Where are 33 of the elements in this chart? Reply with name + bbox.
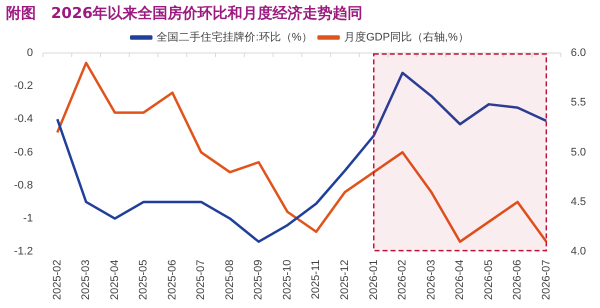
y-tick-label: -0.4 xyxy=(14,113,33,126)
x-tick-label: 2026-04 xyxy=(454,260,466,300)
x-tick-label: 2025-07 xyxy=(195,260,208,300)
y-tick-label: -1.2 xyxy=(14,246,33,258)
x-tick-label: 2025-06 xyxy=(166,260,178,300)
y-tick-label: -1 xyxy=(23,212,33,225)
x-tick-label: 2025-04 xyxy=(108,260,121,300)
x-tick-label: 2025-11 xyxy=(310,260,322,300)
y-tick-label: -0.2 xyxy=(14,80,33,92)
x-tick-label: 2026-07 xyxy=(540,260,552,300)
y-tick-label: -0.8 xyxy=(14,179,33,192)
x-tick-label: 2025-08 xyxy=(224,260,236,300)
x-tick-label: 2025-02 xyxy=(51,260,64,300)
x-tick-label: 2025-05 xyxy=(138,260,150,300)
x-tick-label: 2025-12 xyxy=(339,260,352,300)
legend-label: 月度GDP同比（右轴,%） xyxy=(344,30,469,44)
x-tick-label: 2026-05 xyxy=(482,260,495,300)
x-tick-label: 2025-03 xyxy=(80,260,92,300)
y2-tick-label: 4.5 xyxy=(570,196,586,208)
x-tick-label: 2026-03 xyxy=(425,260,438,300)
y2-tick-label: 4.0 xyxy=(570,246,586,258)
y-tick-label: -0.6 xyxy=(14,146,33,158)
x-tick-label: 2025-10 xyxy=(281,260,294,300)
x-tick-label: 2026-06 xyxy=(512,260,524,300)
y2-tick-label: 5.0 xyxy=(570,146,586,158)
y-tick-label: 0 xyxy=(26,47,33,60)
y2-tick-label: 6.0 xyxy=(570,47,586,60)
x-tick-label: 2025-09 xyxy=(252,260,265,300)
y2-tick-label: 5.5 xyxy=(570,96,586,109)
x-tick-label: 2026-02 xyxy=(396,260,409,300)
x-tick-label: 2026-01 xyxy=(368,260,380,300)
chart-title: 附图 2026年以来全国房价环比和月度经济走势趋同 xyxy=(5,3,364,24)
legend-label: 全国二手住宅挂牌价:环比（%） xyxy=(156,30,313,44)
